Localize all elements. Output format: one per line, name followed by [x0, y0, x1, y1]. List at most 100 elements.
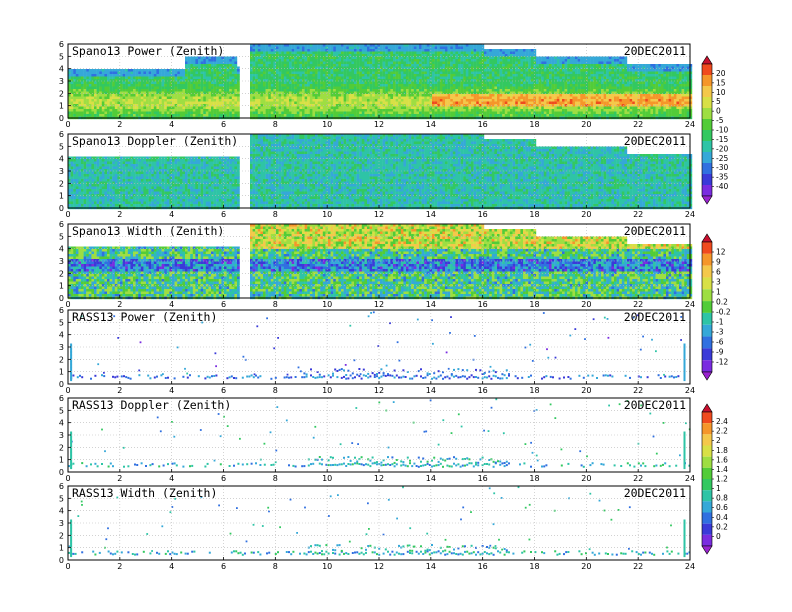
heat-cell — [237, 76, 240, 80]
heat-cell — [234, 84, 238, 87]
heat-cell — [502, 66, 505, 70]
heat-cell — [88, 114, 92, 117]
heat-cell — [471, 114, 474, 117]
heat-cell — [166, 96, 170, 100]
heat-cell — [465, 44, 469, 47]
heat-cell — [270, 44, 274, 47]
heat-cell — [460, 76, 464, 80]
heat-cell — [419, 44, 422, 47]
heat-cell — [554, 91, 557, 95]
heat-cell — [398, 61, 401, 65]
heat-cell — [320, 71, 323, 75]
heat-cell — [273, 59, 277, 62]
heat-cell — [408, 81, 412, 85]
heat-cell — [478, 44, 482, 47]
heat-cell — [268, 84, 271, 87]
heat-cell — [208, 61, 212, 65]
heat-cell — [203, 81, 206, 85]
heat-cell — [406, 49, 409, 52]
heat-cell — [88, 109, 92, 112]
heat-cell — [224, 61, 227, 65]
heat-cell — [263, 49, 266, 52]
heat-cell — [68, 114, 71, 117]
heat-cell — [255, 109, 258, 112]
heat-cell — [135, 91, 139, 95]
heat-cell — [432, 109, 435, 112]
heat-cell — [413, 104, 417, 107]
heat-cell — [307, 89, 310, 92]
heat-cell — [536, 64, 539, 67]
heat-cell — [359, 84, 362, 87]
heat-cell — [231, 106, 235, 110]
heat-cell — [426, 109, 430, 112]
heat-cell — [408, 91, 412, 95]
heat-cell — [468, 114, 472, 117]
heat-cell — [328, 61, 331, 65]
heat-cell — [281, 109, 284, 112]
heat-cell — [460, 54, 464, 57]
heat-cell — [94, 96, 97, 100]
heat-cell — [296, 109, 300, 112]
heat-cell — [359, 104, 362, 107]
heat-cell — [484, 101, 487, 105]
heat-cell — [325, 74, 329, 77]
heat-cell — [304, 71, 308, 75]
heat-cell — [229, 114, 232, 117]
heat-cell — [328, 104, 331, 107]
heat-cell — [419, 64, 422, 67]
heat-cell — [315, 114, 318, 117]
heat-cell — [265, 89, 269, 92]
heat-cell — [286, 49, 290, 52]
heat-cell — [439, 94, 443, 97]
heat-cell — [73, 99, 76, 102]
heat-cell — [346, 74, 349, 77]
heat-cell — [395, 86, 399, 90]
heat-cell — [551, 74, 555, 77]
heat-cell — [112, 101, 115, 105]
heat-cell — [507, 79, 511, 82]
heat-cell — [148, 81, 152, 85]
heat-cell — [380, 109, 383, 112]
heat-cell — [203, 74, 206, 77]
heat-cell — [356, 114, 360, 117]
heat-cell — [452, 94, 456, 97]
heat-cell — [450, 94, 453, 97]
heat-cell — [484, 59, 487, 62]
heat-cell — [307, 109, 310, 112]
heat-cell — [494, 84, 498, 87]
heat-cell — [364, 89, 368, 92]
heat-cell — [224, 76, 227, 80]
heat-cell — [75, 91, 79, 95]
heat-cell — [554, 114, 557, 117]
heat-cell — [517, 114, 521, 117]
heat-cell — [252, 104, 256, 107]
heat-cell — [476, 114, 479, 117]
heat-cell — [187, 59, 191, 62]
heat-cell — [478, 86, 482, 90]
heat-cell — [450, 114, 453, 117]
heat-cell — [273, 106, 277, 110]
heat-cell — [270, 94, 274, 97]
heat-cell — [486, 64, 490, 67]
heat-cell — [96, 81, 100, 85]
heat-cell — [356, 104, 360, 107]
heat-cell — [385, 79, 388, 82]
heat-cell — [385, 104, 388, 107]
heat-cell — [172, 114, 175, 117]
heat-cell — [231, 89, 235, 92]
heat-cell — [564, 86, 568, 90]
heat-cell — [99, 91, 102, 95]
heat-cell — [437, 69, 440, 72]
heat-cell — [286, 111, 290, 115]
heat-cell — [101, 76, 105, 80]
heat-cell — [476, 94, 479, 97]
heat-cell — [473, 54, 477, 57]
heat-cell — [463, 44, 466, 47]
heat-cell — [382, 89, 386, 92]
heat-cell — [510, 109, 513, 112]
heat-cell — [473, 69, 477, 72]
heat-cell — [117, 89, 121, 92]
heat-cell — [276, 109, 279, 112]
heat-cell — [83, 109, 87, 112]
heat-cell — [465, 91, 469, 95]
